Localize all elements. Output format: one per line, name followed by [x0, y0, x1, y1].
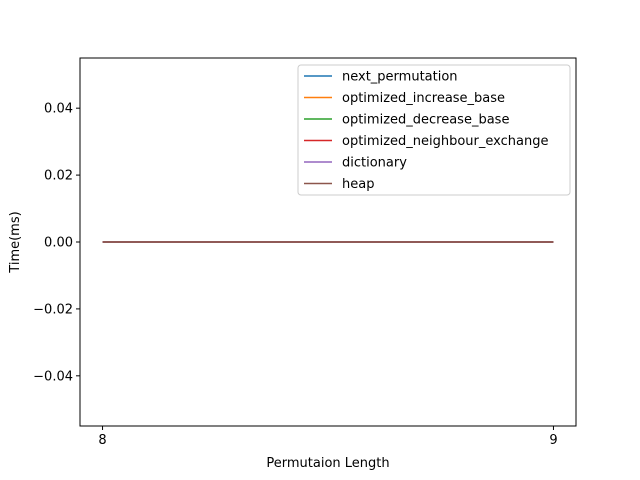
y-axis: −0.04 −0.02 0.00 0.02 0.04 [33, 102, 80, 384]
legend-entry-label: dictionary [342, 156, 407, 171]
x-axis-label: Permutaion Length [266, 456, 389, 471]
legend-entry-label: optimized_neighbour_exchange [342, 134, 548, 149]
legend-entry-label: optimized_increase_base [342, 91, 505, 106]
legend-entry-label: next_permutation [342, 70, 458, 85]
legend-entry-label: heap [342, 177, 374, 192]
x-tick-label: 9 [549, 433, 557, 448]
y-tick-label: −0.04 [33, 369, 73, 384]
y-axis-label: Time(ms) [8, 211, 23, 273]
legend-entry-label: optimized_decrease_base [342, 113, 509, 128]
y-tick-label: 0.04 [44, 102, 73, 117]
y-tick-label: 0.02 [44, 169, 73, 184]
x-tick-label: 8 [98, 433, 106, 448]
y-tick-label: −0.02 [33, 302, 73, 317]
legend-box [297, 64, 571, 196]
y-tick-label: 0.00 [44, 236, 73, 251]
legend: next_permutation optimized_increase_baseo… [297, 64, 571, 196]
